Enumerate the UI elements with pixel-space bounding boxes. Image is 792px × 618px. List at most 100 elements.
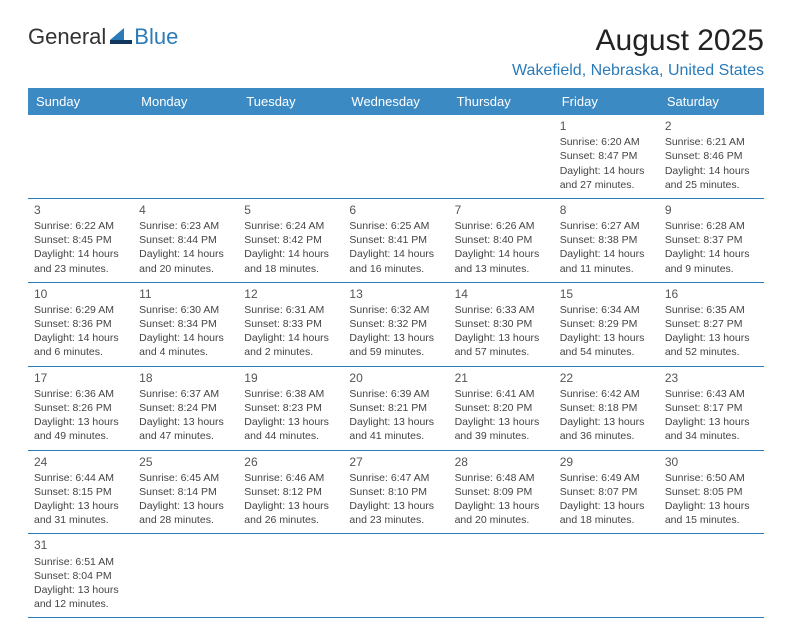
daylight-line: Daylight: 14 hours (560, 164, 653, 178)
sunset-line: Sunset: 8:04 PM (34, 569, 127, 583)
sunrise-line: Sunrise: 6:24 AM (244, 219, 337, 233)
logo-text-1: General (28, 24, 106, 50)
sunset-line: Sunset: 8:33 PM (244, 317, 337, 331)
daylight-line: Daylight: 14 hours (139, 247, 232, 261)
header: General Blue August 2025 Wakefield, Nebr… (28, 24, 764, 80)
weekday-header-row: SundayMondayTuesdayWednesdayThursdayFrid… (28, 88, 764, 115)
calendar-row: 24Sunrise: 6:44 AMSunset: 8:15 PMDayligh… (28, 450, 764, 534)
day-number: 30 (665, 454, 758, 470)
calendar-cell: 19Sunrise: 6:38 AMSunset: 8:23 PMDayligh… (238, 366, 343, 450)
day-number: 22 (560, 370, 653, 386)
sunrise-line: Sunrise: 6:26 AM (455, 219, 548, 233)
day-number: 13 (349, 286, 442, 302)
logo: General Blue (28, 24, 178, 50)
day-number: 6 (349, 202, 442, 218)
calendar-cell: 4Sunrise: 6:23 AMSunset: 8:44 PMDaylight… (133, 198, 238, 282)
daylight-line: Daylight: 13 hours (349, 415, 442, 429)
day-number: 5 (244, 202, 337, 218)
sunrise-line: Sunrise: 6:50 AM (665, 471, 758, 485)
daylight-line-2: and 49 minutes. (34, 429, 127, 443)
sunrise-line: Sunrise: 6:25 AM (349, 219, 442, 233)
calendar-cell: 8Sunrise: 6:27 AMSunset: 8:38 PMDaylight… (554, 198, 659, 282)
daylight-line: Daylight: 13 hours (349, 331, 442, 345)
sunset-line: Sunset: 8:10 PM (349, 485, 442, 499)
daylight-line-2: and 52 minutes. (665, 345, 758, 359)
sunrise-line: Sunrise: 6:49 AM (560, 471, 653, 485)
day-number: 9 (665, 202, 758, 218)
daylight-line-2: and 39 minutes. (455, 429, 548, 443)
calendar-cell: 1Sunrise: 6:20 AMSunset: 8:47 PMDaylight… (554, 115, 659, 198)
daylight-line-2: and 34 minutes. (665, 429, 758, 443)
daylight-line: Daylight: 13 hours (34, 499, 127, 513)
day-number: 8 (560, 202, 653, 218)
calendar-cell: 14Sunrise: 6:33 AMSunset: 8:30 PMDayligh… (449, 282, 554, 366)
calendar-cell: 13Sunrise: 6:32 AMSunset: 8:32 PMDayligh… (343, 282, 448, 366)
daylight-line: Daylight: 13 hours (560, 331, 653, 345)
calendar-cell: 11Sunrise: 6:30 AMSunset: 8:34 PMDayligh… (133, 282, 238, 366)
calendar-row: 3Sunrise: 6:22 AMSunset: 8:45 PMDaylight… (28, 198, 764, 282)
daylight-line: Daylight: 14 hours (560, 247, 653, 261)
day-number: 2 (665, 118, 758, 134)
calendar-cell: 24Sunrise: 6:44 AMSunset: 8:15 PMDayligh… (28, 450, 133, 534)
sunrise-line: Sunrise: 6:38 AM (244, 387, 337, 401)
day-number: 7 (455, 202, 548, 218)
day-number: 21 (455, 370, 548, 386)
daylight-line: Daylight: 14 hours (455, 247, 548, 261)
sunset-line: Sunset: 8:32 PM (349, 317, 442, 331)
day-number: 26 (244, 454, 337, 470)
weekday-header: Friday (554, 88, 659, 115)
calendar-cell (554, 534, 659, 618)
daylight-line: Daylight: 13 hours (455, 331, 548, 345)
logo-text-2: Blue (134, 24, 178, 50)
sunset-line: Sunset: 8:40 PM (455, 233, 548, 247)
daylight-line: Daylight: 13 hours (244, 415, 337, 429)
sunset-line: Sunset: 8:17 PM (665, 401, 758, 415)
daylight-line: Daylight: 14 hours (139, 331, 232, 345)
title-block: August 2025 Wakefield, Nebraska, United … (512, 24, 764, 80)
daylight-line: Daylight: 13 hours (139, 499, 232, 513)
calendar-body: 1Sunrise: 6:20 AMSunset: 8:47 PMDaylight… (28, 115, 764, 618)
sunrise-line: Sunrise: 6:33 AM (455, 303, 548, 317)
location: Wakefield, Nebraska, United States (512, 62, 764, 80)
daylight-line-2: and 2 minutes. (244, 345, 337, 359)
sunrise-line: Sunrise: 6:30 AM (139, 303, 232, 317)
day-number: 27 (349, 454, 442, 470)
sunset-line: Sunset: 8:46 PM (665, 149, 758, 163)
weekday-header: Sunday (28, 88, 133, 115)
sunset-line: Sunset: 8:20 PM (455, 401, 548, 415)
calendar-cell: 7Sunrise: 6:26 AMSunset: 8:40 PMDaylight… (449, 198, 554, 282)
daylight-line: Daylight: 13 hours (34, 583, 127, 597)
calendar-table: SundayMondayTuesdayWednesdayThursdayFrid… (28, 88, 764, 618)
daylight-line-2: and 59 minutes. (349, 345, 442, 359)
daylight-line-2: and 28 minutes. (139, 513, 232, 527)
calendar-cell (133, 534, 238, 618)
calendar-cell: 6Sunrise: 6:25 AMSunset: 8:41 PMDaylight… (343, 198, 448, 282)
calendar-cell (659, 534, 764, 618)
sunset-line: Sunset: 8:41 PM (349, 233, 442, 247)
daylight-line-2: and 18 minutes. (244, 262, 337, 276)
day-number: 10 (34, 286, 127, 302)
calendar-cell: 9Sunrise: 6:28 AMSunset: 8:37 PMDaylight… (659, 198, 764, 282)
weekday-header: Saturday (659, 88, 764, 115)
calendar-cell: 5Sunrise: 6:24 AMSunset: 8:42 PMDaylight… (238, 198, 343, 282)
day-number: 31 (34, 537, 127, 553)
sunset-line: Sunset: 8:26 PM (34, 401, 127, 415)
daylight-line: Daylight: 13 hours (139, 415, 232, 429)
daylight-line: Daylight: 14 hours (244, 331, 337, 345)
daylight-line: Daylight: 14 hours (665, 247, 758, 261)
daylight-line: Daylight: 13 hours (244, 499, 337, 513)
calendar-cell: 16Sunrise: 6:35 AMSunset: 8:27 PMDayligh… (659, 282, 764, 366)
sunrise-line: Sunrise: 6:37 AM (139, 387, 232, 401)
daylight-line-2: and 11 minutes. (560, 262, 653, 276)
calendar-cell: 18Sunrise: 6:37 AMSunset: 8:24 PMDayligh… (133, 366, 238, 450)
sunrise-line: Sunrise: 6:32 AM (349, 303, 442, 317)
sunrise-line: Sunrise: 6:48 AM (455, 471, 548, 485)
sunrise-line: Sunrise: 6:29 AM (34, 303, 127, 317)
calendar-row: 17Sunrise: 6:36 AMSunset: 8:26 PMDayligh… (28, 366, 764, 450)
sunset-line: Sunset: 8:47 PM (560, 149, 653, 163)
sunrise-line: Sunrise: 6:45 AM (139, 471, 232, 485)
sunset-line: Sunset: 8:36 PM (34, 317, 127, 331)
calendar-cell (238, 115, 343, 198)
day-number: 28 (455, 454, 548, 470)
daylight-line: Daylight: 13 hours (665, 415, 758, 429)
